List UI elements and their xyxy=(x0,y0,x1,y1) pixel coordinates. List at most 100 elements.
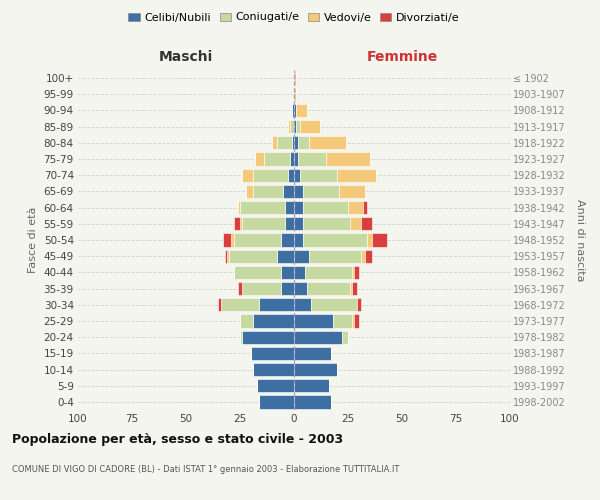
Text: COMUNE DI VIGO DI CADORE (BL) - Dati ISTAT 1° gennaio 2003 - Elaborazione TUTTIT: COMUNE DI VIGO DI CADORE (BL) - Dati IST… xyxy=(12,466,400,474)
Bar xyxy=(242,217,286,230)
Bar xyxy=(341,330,348,344)
Bar xyxy=(294,72,296,85)
Bar xyxy=(259,298,294,312)
Bar xyxy=(367,234,372,246)
Bar xyxy=(281,234,294,246)
Bar xyxy=(259,396,294,408)
Text: Maschi: Maschi xyxy=(159,50,213,64)
Bar xyxy=(292,136,294,149)
Bar xyxy=(233,234,281,246)
Bar xyxy=(296,120,301,134)
Bar xyxy=(283,185,294,198)
Text: Popolazione per età, sesso e stato civile - 2003: Popolazione per età, sesso e stato civil… xyxy=(12,432,343,446)
Bar xyxy=(372,234,387,246)
Bar xyxy=(242,330,294,344)
Bar xyxy=(294,120,296,134)
Bar xyxy=(365,250,372,263)
Bar xyxy=(333,314,352,328)
Bar xyxy=(361,250,365,263)
Bar xyxy=(355,266,359,279)
Bar xyxy=(296,104,307,117)
Bar xyxy=(294,104,296,117)
Bar xyxy=(253,168,287,182)
Bar xyxy=(253,363,294,376)
Bar xyxy=(251,346,294,360)
Bar xyxy=(302,217,350,230)
Bar xyxy=(294,168,301,182)
Bar xyxy=(302,185,340,198)
Bar xyxy=(352,266,355,279)
Bar xyxy=(352,314,355,328)
Bar xyxy=(240,314,253,328)
Y-axis label: Fasce di età: Fasce di età xyxy=(28,207,38,273)
Bar xyxy=(356,298,361,312)
Bar xyxy=(292,104,294,117)
Bar xyxy=(294,314,333,328)
Bar xyxy=(348,201,363,214)
Bar xyxy=(340,185,365,198)
Bar xyxy=(294,266,305,279)
Y-axis label: Anni di nascita: Anni di nascita xyxy=(575,198,585,281)
Bar xyxy=(240,330,242,344)
Bar xyxy=(337,168,376,182)
Bar xyxy=(255,152,264,166)
Text: Femmine: Femmine xyxy=(367,50,437,64)
Bar xyxy=(286,201,294,214)
Bar xyxy=(294,88,296,101)
Bar xyxy=(301,120,320,134)
Bar xyxy=(240,217,242,230)
Bar xyxy=(309,250,361,263)
Bar xyxy=(355,314,359,328)
Bar xyxy=(227,250,229,263)
Bar xyxy=(233,266,281,279)
Bar xyxy=(287,120,290,134)
Bar xyxy=(302,234,367,246)
Bar xyxy=(225,250,227,263)
Bar xyxy=(350,282,352,295)
Bar xyxy=(294,298,311,312)
Bar xyxy=(309,136,346,149)
Bar xyxy=(286,217,294,230)
Bar xyxy=(287,168,294,182)
Bar xyxy=(290,120,294,134)
Bar xyxy=(257,379,294,392)
Legend: Celibi/Nubili, Coniugati/e, Vedovi/e, Divorziati/e: Celibi/Nubili, Coniugati/e, Vedovi/e, Di… xyxy=(124,8,464,27)
Bar xyxy=(326,152,370,166)
Bar xyxy=(229,250,277,263)
Bar xyxy=(233,217,240,230)
Bar xyxy=(223,234,232,246)
Bar xyxy=(294,250,309,263)
Bar xyxy=(294,201,302,214)
Bar xyxy=(242,168,253,182)
Bar xyxy=(294,152,298,166)
Bar xyxy=(218,298,221,312)
Bar xyxy=(294,379,329,392)
Bar xyxy=(253,185,283,198)
Bar xyxy=(294,396,331,408)
Bar xyxy=(281,266,294,279)
Bar xyxy=(290,152,294,166)
Bar xyxy=(294,217,302,230)
Bar xyxy=(253,314,294,328)
Bar xyxy=(298,136,309,149)
Bar xyxy=(298,152,326,166)
Bar xyxy=(221,298,259,312)
Bar xyxy=(238,282,242,295)
Bar xyxy=(264,152,290,166)
Bar xyxy=(294,363,337,376)
Bar xyxy=(363,201,367,214)
Bar xyxy=(242,282,281,295)
Bar xyxy=(277,250,294,263)
Bar xyxy=(238,201,240,214)
Bar xyxy=(281,282,294,295)
Bar xyxy=(311,298,356,312)
Bar xyxy=(294,185,302,198)
Bar xyxy=(294,136,298,149)
Bar xyxy=(352,282,356,295)
Bar xyxy=(294,282,307,295)
Bar xyxy=(272,136,277,149)
Bar xyxy=(302,201,348,214)
Bar xyxy=(240,201,286,214)
Bar xyxy=(350,217,361,230)
Bar xyxy=(361,217,372,230)
